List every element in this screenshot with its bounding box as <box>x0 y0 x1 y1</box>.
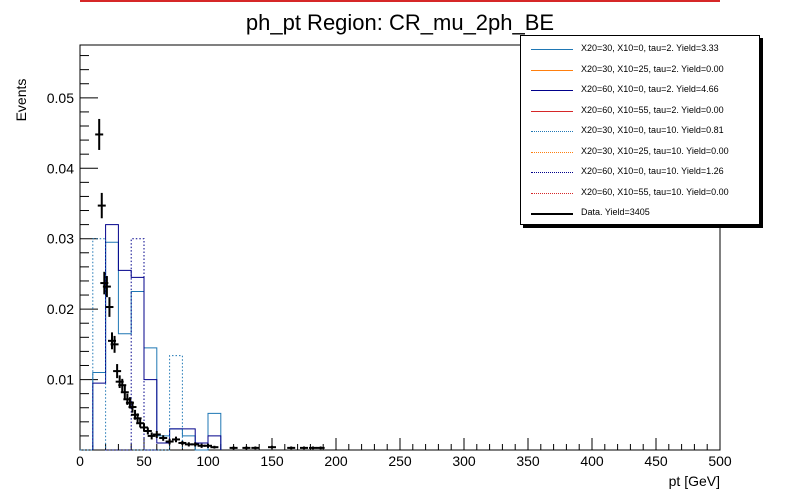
x-tick-label: 100 <box>196 453 220 469</box>
data-point <box>143 427 152 435</box>
chart-title: ph_pt Region: CR_mu_2ph_BE <box>246 10 554 35</box>
legend-label: X20=30, X10=0, tau=2. Yield=3.33 <box>581 43 719 53</box>
legend-entry: X20=30, X10=0, tau=2. Yield=3.33 <box>521 40 759 60</box>
y-tick-label: 0.04 <box>47 160 74 176</box>
legend-label: X20=60, X10=0, tau=10. Yield=1.26 <box>581 166 724 176</box>
data-point <box>242 446 251 450</box>
data-points-layer <box>95 118 325 450</box>
x-tick-label: 50 <box>136 453 152 469</box>
legend-swatch <box>531 131 573 132</box>
data-point <box>308 446 317 450</box>
data-point <box>191 442 200 447</box>
legend-swatch <box>531 110 573 112</box>
y-tick-label: 0.02 <box>47 301 74 317</box>
legend-entry: X20=30, X10=0, tau=10. Yield=0.81 <box>521 122 759 142</box>
data-point <box>287 446 296 450</box>
legend-swatch <box>531 49 573 50</box>
data-point <box>147 432 156 440</box>
legend-entry: X20=30, X10=25, tau=2. Yield=0.00 <box>521 61 759 81</box>
x-tick-label: 0 <box>76 453 84 469</box>
legend-label: X20=30, X10=25, tau=10. Yield=0.00 <box>581 145 729 156</box>
data-point <box>165 438 174 445</box>
y-axis-label: Events <box>13 79 29 122</box>
y-tick-label: 0.01 <box>47 372 74 388</box>
legend-entry: X20=60, X10=0, tau=10. Yield=1.26 <box>521 163 759 183</box>
legend-entry: X20=30, X10=25, tau=10. Yield=0.00 <box>521 143 759 163</box>
legend-entry: X20=60, X10=55, tau=2. Yield=0.00 <box>521 102 759 122</box>
data-point <box>102 276 111 298</box>
legend-label: Data. Yield=3405 <box>581 207 650 217</box>
x-tick-label: 500 <box>708 453 732 469</box>
x-tick-label: 350 <box>516 453 540 469</box>
x-axis-label: pt [GeV] <box>669 473 720 489</box>
data-point <box>268 445 276 449</box>
axes-layer: 0 50 100 150 200 250 300 350 400 450 500 0.01 0.02 0.… <box>47 55 732 469</box>
data-point <box>120 385 129 399</box>
y-tick-label: 0.03 <box>47 231 74 247</box>
data-point <box>118 378 127 392</box>
data-point <box>159 435 168 441</box>
x-tick-label: 450 <box>644 453 668 469</box>
data-point <box>178 440 187 446</box>
data-point <box>113 364 122 379</box>
x-tick-label: 200 <box>324 453 348 469</box>
data-point <box>229 446 238 450</box>
legend: X20=30, X10=0, tau=2. Yield=3.33 X20=30, … <box>520 35 760 225</box>
data-point <box>95 118 104 150</box>
legend-entry: X20=60, X10=0, tau=2. Yield=4.66 <box>521 81 759 101</box>
y-tick-label: 0.05 <box>47 90 74 106</box>
data-point <box>110 335 119 353</box>
legend-swatch <box>531 90 573 91</box>
data-point <box>204 443 212 448</box>
data-point <box>316 446 325 450</box>
x-tick-label: 150 <box>260 453 284 469</box>
legend-label: X20=30, X10=0, tau=10. Yield=0.81 <box>581 125 724 135</box>
data-point <box>97 192 106 219</box>
legend-swatch <box>531 192 573 194</box>
data-point <box>128 401 137 413</box>
data-point <box>251 446 260 450</box>
legend-swatch <box>531 151 573 153</box>
legend-label: X20=60, X10=55, tau=10. Yield=0.00 <box>581 186 729 197</box>
data-point <box>133 413 142 424</box>
histogram-layer <box>80 224 222 451</box>
legend-entry: X20=60, X10=55, tau=10. Yield=0.00 <box>521 184 759 204</box>
legend-label: X20=30, X10=25, tau=2. Yield=0.00 <box>581 63 724 74</box>
data-point <box>136 419 145 428</box>
legend-swatch <box>531 69 573 71</box>
data-point <box>300 446 308 450</box>
legend-swatch <box>531 172 573 173</box>
legend-label: X20=60, X10=0, tau=2. Yield=4.66 <box>581 84 719 94</box>
legend-swatch <box>531 213 573 215</box>
data-point <box>152 430 161 439</box>
x-tick-label: 400 <box>580 453 604 469</box>
data-point <box>210 445 219 449</box>
x-tick-label: 250 <box>388 453 412 469</box>
legend-label: X20=60, X10=55, tau=2. Yield=0.00 <box>581 104 724 115</box>
x-tick-label: 300 <box>452 453 476 469</box>
data-point <box>172 436 180 443</box>
histogram-series-2 <box>92 224 222 450</box>
data-point <box>105 297 114 317</box>
legend-entry: Data. Yield=3405 <box>521 204 759 224</box>
